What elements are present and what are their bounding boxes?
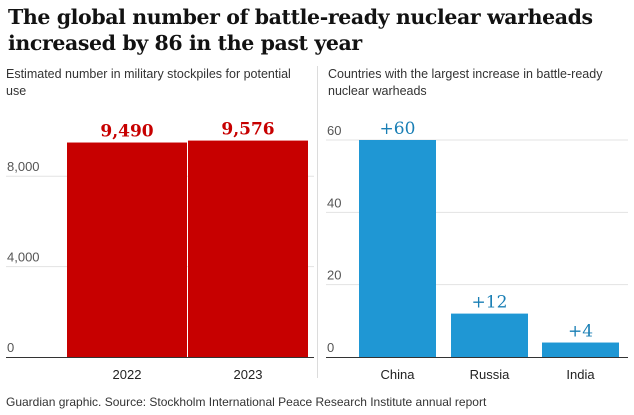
panel-divider xyxy=(317,66,318,378)
y-tick-label: 20 xyxy=(327,268,341,283)
bar xyxy=(188,140,308,357)
value-label: +4 xyxy=(568,322,593,342)
right-chart-subtitle: Countries with the largest increase in b… xyxy=(328,67,603,98)
x-category-label: 2022 xyxy=(113,367,142,382)
x-category-label: India xyxy=(566,367,595,382)
bar xyxy=(67,142,187,357)
value-label: 9,576 xyxy=(221,120,274,140)
chart-title: The global number of battle-ready nuclea… xyxy=(8,5,593,55)
x-category-label: China xyxy=(381,367,416,382)
source-footer: Guardian graphic. Source: Stockholm Inte… xyxy=(6,395,487,409)
y-tick-label: 0 xyxy=(327,340,334,355)
y-tick-label: 40 xyxy=(327,195,341,210)
bar xyxy=(451,313,528,357)
x-category-label: Russia xyxy=(470,367,511,382)
y-tick-label: 0 xyxy=(7,340,14,355)
bar xyxy=(359,140,436,357)
value-label: +60 xyxy=(380,119,416,139)
value-label: 9,490 xyxy=(100,122,153,142)
x-category-label: 2023 xyxy=(234,367,263,382)
left-chart-subtitle: Estimated number in military stockpiles … xyxy=(6,67,291,98)
value-label: +12 xyxy=(472,293,508,313)
y-tick-label: 4,000 xyxy=(7,250,40,265)
y-tick-label: 8,000 xyxy=(7,159,40,174)
y-tick-label: 60 xyxy=(327,123,341,138)
bar xyxy=(542,342,619,357)
